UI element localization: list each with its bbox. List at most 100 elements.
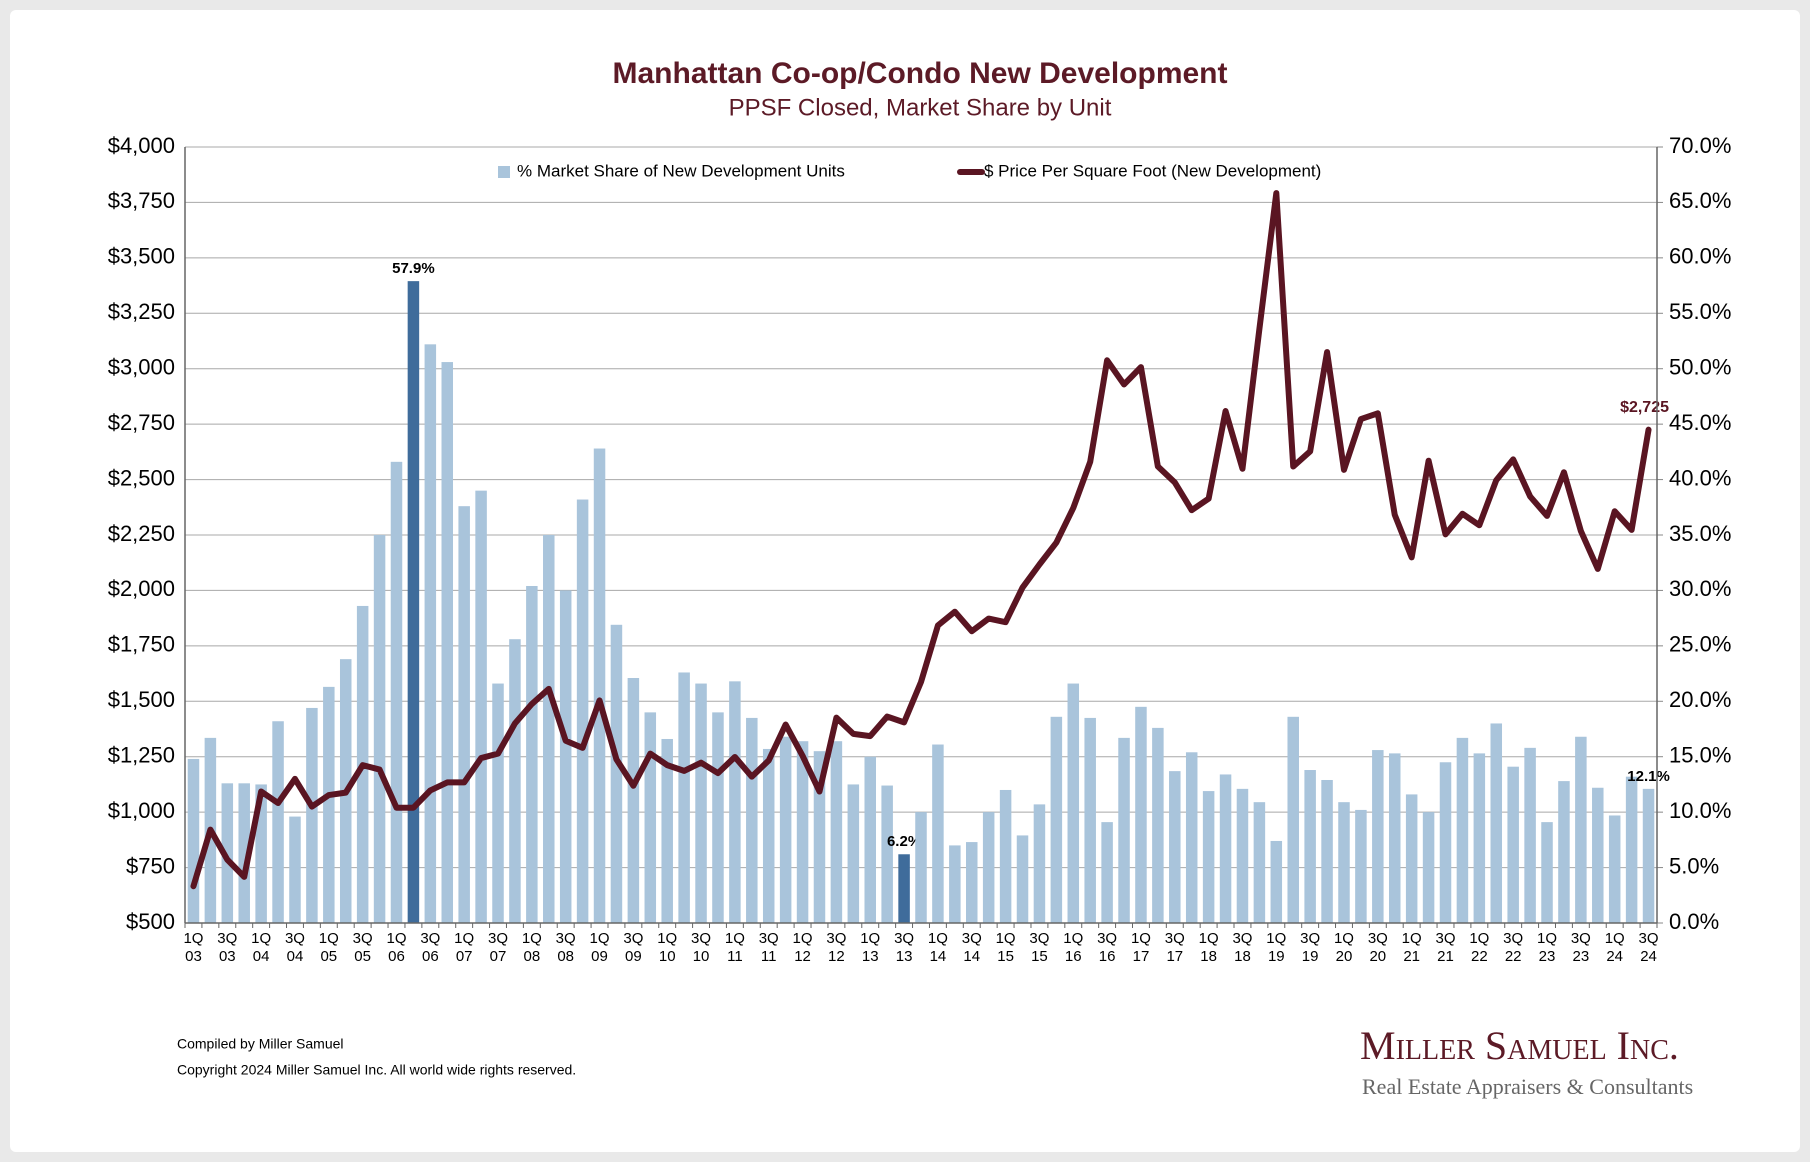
bar [1541, 822, 1553, 923]
bar [796, 741, 809, 923]
bar [1169, 771, 1181, 923]
y2-tick-label: 20.0% [1669, 687, 1731, 712]
data-label: 12.1% [1627, 768, 1670, 785]
x-tick-label: 3Q 04 [285, 930, 305, 965]
footer-note: Compiled by Miller Samuel [177, 1036, 344, 1052]
x-tick-label: 3Q 06 [420, 930, 440, 965]
bar [762, 748, 775, 923]
x-tick-label: 3Q 10 [691, 930, 711, 965]
bar [1405, 794, 1418, 923]
bar [1304, 770, 1316, 923]
bar [424, 344, 437, 924]
y-tick-label: $2,500 [108, 465, 175, 490]
bar [1608, 815, 1621, 923]
x-tick-label: 1Q 15 [996, 930, 1016, 965]
y2-tick-label: 5.0% [1669, 853, 1719, 878]
bar [1558, 781, 1570, 923]
bar [323, 686, 335, 923]
bar [1592, 787, 1604, 923]
legend-label: $ Price Per Square Foot (New Development… [984, 161, 1321, 180]
bar [1202, 791, 1215, 923]
y-tick-label: $3,250 [108, 299, 175, 324]
x-tick-label: 3Q 20 [1368, 930, 1388, 965]
y-tick-label: $1,000 [108, 798, 175, 823]
x-tick-label: 1Q 21 [1402, 930, 1422, 965]
legend-swatch [498, 166, 510, 178]
bar [627, 678, 640, 923]
bar [1321, 779, 1333, 923]
y-tick-label: $750 [126, 853, 175, 878]
x-tick-label: 3Q 05 [353, 930, 373, 965]
y2-tick-label: 10.0% [1669, 798, 1731, 823]
y2-tick-label: 70.0% [1669, 133, 1731, 158]
x-tick-label: 1Q 16 [1063, 930, 1083, 965]
bar [1287, 716, 1299, 923]
bar [881, 785, 893, 923]
x-tick-label: 3Q 23 [1571, 930, 1591, 965]
logo-tagline: Real Estate Appraisers & Consultants [1362, 1074, 1693, 1099]
bar [746, 717, 758, 923]
bar [1642, 788, 1655, 923]
x-tick-label: 3Q 16 [1097, 930, 1117, 965]
bar [272, 721, 284, 923]
bar [1016, 835, 1029, 923]
data-label: 6.2% [887, 833, 921, 850]
x-tick-label: 1Q 23 [1537, 930, 1557, 965]
bar [678, 672, 690, 923]
bar [1118, 737, 1130, 923]
bar [289, 816, 301, 923]
x-tick-label: 1Q 24 [1605, 930, 1625, 965]
bar [1372, 750, 1384, 923]
bar [559, 590, 572, 923]
y2-tick-label: 30.0% [1669, 576, 1731, 601]
bar [1456, 737, 1469, 923]
bar [373, 535, 386, 923]
y-tick-label: $3,000 [108, 355, 175, 380]
bar [610, 624, 623, 923]
x-tick-label: 3Q 09 [623, 930, 643, 965]
bar [1067, 683, 1080, 923]
chart-subtitle: PPSF Closed, Market Share by Unit [729, 94, 1112, 121]
bar [492, 683, 504, 923]
bar [526, 585, 538, 923]
bar [1253, 802, 1266, 923]
bar [830, 741, 843, 923]
y2-tick-label: 45.0% [1669, 410, 1731, 435]
x-tick-label: 1Q 09 [590, 930, 610, 965]
x-tick-label: 1Q 08 [522, 930, 542, 965]
y-tick-label: $1,750 [108, 632, 175, 657]
bar [915, 812, 927, 923]
x-tick-label: 3Q 19 [1300, 930, 1320, 965]
x-tick-label: 3Q 22 [1503, 930, 1523, 965]
bar [1507, 766, 1519, 923]
bar [949, 845, 961, 923]
bar [1033, 804, 1046, 923]
y-tick-label: $2,250 [108, 521, 175, 546]
x-tick-label: 1Q 12 [793, 930, 813, 965]
y2-tick-label: 0.0% [1669, 909, 1719, 934]
x-tick-label: 3Q 08 [556, 930, 576, 965]
bar [644, 712, 657, 923]
bar [1355, 809, 1367, 923]
bar [1135, 706, 1147, 923]
bar [1524, 747, 1536, 923]
data-label: 57.9% [392, 260, 435, 277]
bar [1050, 716, 1063, 923]
y2-tick-label: 65.0% [1669, 188, 1731, 213]
bar [1422, 812, 1435, 923]
logo-name: Miller Samuel Inc. [1360, 1023, 1679, 1068]
bar [593, 448, 606, 923]
x-tick-label: 1Q 10 [657, 930, 677, 965]
bar [1236, 788, 1249, 923]
bar [1084, 717, 1096, 923]
y2-tick-label: 55.0% [1669, 299, 1731, 324]
y-tick-label: $3,750 [108, 188, 175, 213]
data-label: $2,725 [1620, 399, 1669, 416]
bar [1338, 802, 1350, 923]
bar [813, 751, 826, 923]
x-tick-label: 3Q 18 [1232, 930, 1252, 965]
bar [255, 784, 267, 923]
y-tick-label: $1,500 [108, 687, 175, 712]
chart-title: Manhattan Co-op/Condo New Development [613, 57, 1228, 90]
